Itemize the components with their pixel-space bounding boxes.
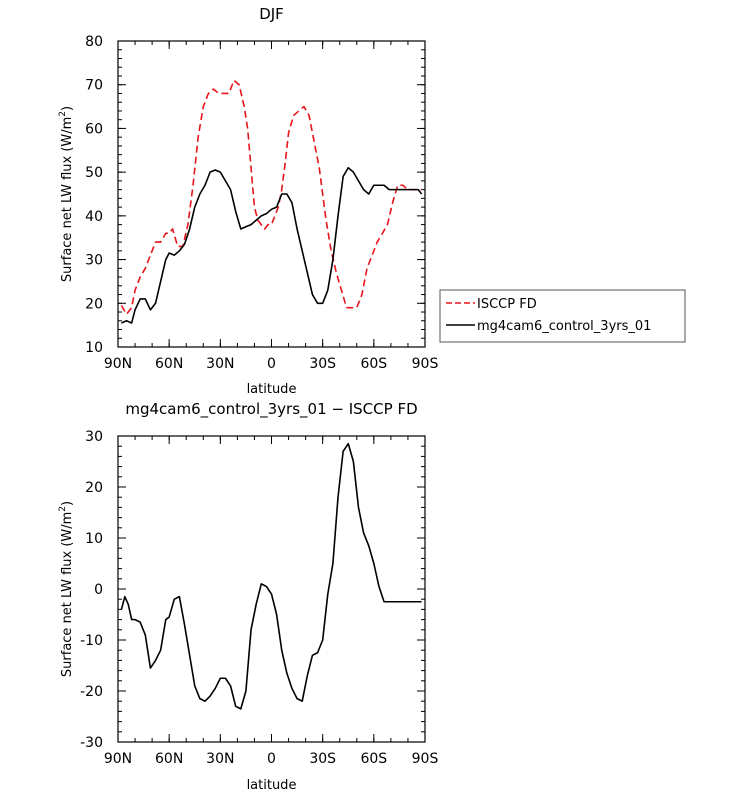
x-tick-label: 60N bbox=[155, 356, 183, 372]
legend-label: mg4cam6_control_3yrs_01 bbox=[477, 319, 651, 334]
y-axis-label-main: Surface net LW flux (W/m bbox=[60, 117, 75, 282]
x-tick-label: 30S bbox=[309, 356, 336, 372]
chart-title: DJF bbox=[259, 5, 284, 23]
x-tick-label: 60N bbox=[155, 751, 183, 767]
y-tick-label: 0 bbox=[94, 582, 103, 598]
y-tick-label: 70 bbox=[85, 78, 103, 94]
x-axis-label: latitude bbox=[247, 778, 297, 793]
plot-frame bbox=[117, 435, 426, 743]
y-axis-label-main: Surface net LW flux (W/m bbox=[60, 512, 75, 677]
y-tick-label: -20 bbox=[80, 684, 103, 700]
plot-frame bbox=[117, 40, 426, 348]
y-axis-label-sup: 2 bbox=[58, 111, 68, 117]
x-tick-label: 60S bbox=[360, 356, 387, 372]
x-tick-label: 0 bbox=[267, 356, 276, 372]
y-axis-label-close: ) bbox=[60, 106, 75, 111]
y-tick-label: 10 bbox=[85, 340, 103, 356]
top-panel: DJF 90N 60N 30N 0 30S 60S 90S 10 20 30 40 50 60 70 80 la… bbox=[58, 5, 686, 397]
legend-label: ISCCP FD bbox=[477, 297, 537, 312]
x-tick-label: 90N bbox=[104, 356, 132, 372]
y-axis-label: Surface net LW flux (W/m2) bbox=[58, 501, 75, 677]
x-tick-label: 60S bbox=[360, 751, 387, 767]
y-axis-label: Surface net LW flux (W/m2) bbox=[58, 106, 75, 282]
x-tick-label: 30N bbox=[206, 356, 234, 372]
x-tick-label: 30N bbox=[206, 751, 234, 767]
y-axis-label-sup: 2 bbox=[58, 506, 68, 512]
x-tick-label: 0 bbox=[267, 751, 276, 767]
y-tick-label: -30 bbox=[80, 735, 103, 751]
series-line-isccp-fd bbox=[120, 79, 422, 316]
y-tick-label: 20 bbox=[85, 480, 103, 496]
series-line-mg4cam6-control-3yrs-01 bbox=[121, 166, 423, 324]
y-tick-label: 60 bbox=[85, 121, 103, 137]
bottom-panel: mg4cam6_control_3yrs_01 − ISCCP FD 90N 60N… bbox=[58, 400, 438, 793]
legend: ISCCP FD mg4cam6_control_3yrs_01 bbox=[439, 289, 686, 343]
y-tick-label: 30 bbox=[85, 429, 103, 445]
series-line-difference bbox=[120, 442, 422, 710]
y-tick-label: 40 bbox=[85, 209, 103, 225]
x-tick-label: 30S bbox=[309, 751, 336, 767]
x-tick-label: 90S bbox=[412, 356, 439, 372]
x-tick-label: 90S bbox=[412, 751, 439, 767]
chart-title: mg4cam6_control_3yrs_01 − ISCCP FD bbox=[125, 400, 417, 419]
x-axis-label: latitude bbox=[247, 382, 297, 397]
y-tick-label: 80 bbox=[85, 34, 103, 50]
y-tick-label: 50 bbox=[85, 165, 103, 181]
y-tick-label: -10 bbox=[80, 633, 103, 649]
y-tick-label: 30 bbox=[85, 253, 103, 269]
legend-box bbox=[439, 289, 686, 343]
y-tick-label: 10 bbox=[85, 531, 103, 547]
y-tick-label: 20 bbox=[85, 296, 103, 312]
y-axis-label-close: ) bbox=[60, 501, 75, 506]
x-tick-label: 90N bbox=[104, 751, 132, 767]
